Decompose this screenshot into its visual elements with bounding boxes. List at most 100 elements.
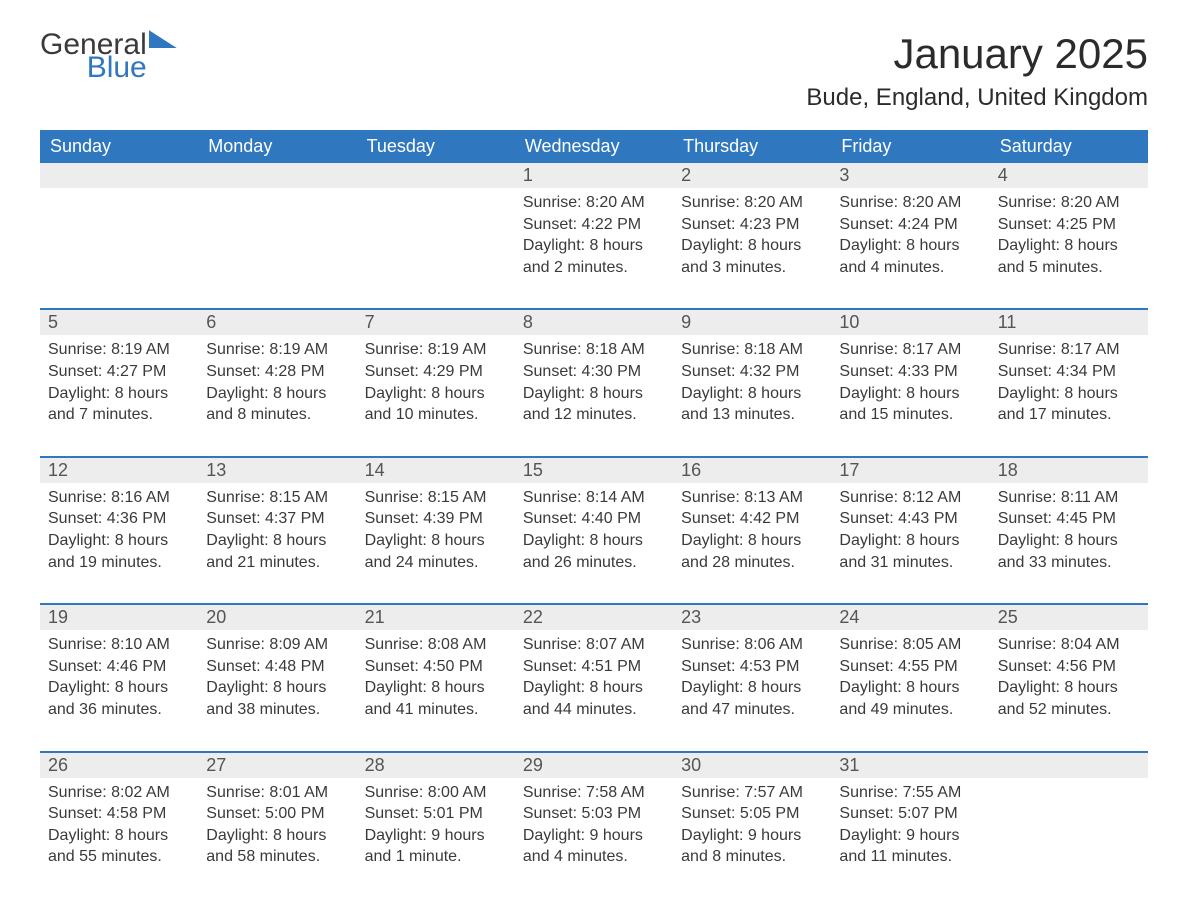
title-block: January 2025 Bude, England, United Kingd… (806, 30, 1148, 112)
day-number (990, 753, 1148, 778)
sunrise-text: Sunrise: 8:20 AM (998, 192, 1140, 214)
daylight-text: Daylight: 8 hours and 44 minutes. (523, 677, 665, 720)
day-number: 22 (515, 605, 673, 630)
header: General Blue January 2025 Bude, England,… (40, 30, 1148, 112)
day-cell: Sunrise: 8:11 AMSunset: 4:45 PMDaylight:… (990, 483, 1148, 581)
sunrise-text: Sunrise: 8:02 AM (48, 782, 190, 804)
weekday-header-row: Sunday Monday Tuesday Wednesday Thursday… (40, 130, 1148, 163)
daylight-text: Daylight: 8 hours and 7 minutes. (48, 383, 190, 426)
sunset-text: Sunset: 4:40 PM (523, 508, 665, 530)
sunrise-text: Sunrise: 8:13 AM (681, 487, 823, 509)
day-cell: Sunrise: 8:04 AMSunset: 4:56 PMDaylight:… (990, 630, 1148, 728)
daylight-text: Daylight: 8 hours and 12 minutes. (523, 383, 665, 426)
sunset-text: Sunset: 5:00 PM (206, 803, 348, 825)
calendar-week: 19202122232425Sunrise: 8:10 AMSunset: 4:… (40, 603, 1148, 728)
daylight-text: Daylight: 8 hours and 2 minutes. (523, 235, 665, 278)
sunrise-text: Sunrise: 8:10 AM (48, 634, 190, 656)
sunset-text: Sunset: 4:39 PM (365, 508, 507, 530)
sunrise-text: Sunrise: 8:00 AM (365, 782, 507, 804)
daylight-text: Daylight: 8 hours and 5 minutes. (998, 235, 1140, 278)
day-number: 17 (831, 458, 989, 483)
day-number: 25 (990, 605, 1148, 630)
location-subtitle: Bude, England, United Kingdom (806, 84, 1148, 112)
day-number: 8 (515, 310, 673, 335)
day-cell: Sunrise: 7:57 AMSunset: 5:05 PMDaylight:… (673, 778, 831, 876)
day-cell: Sunrise: 8:15 AMSunset: 4:37 PMDaylight:… (198, 483, 356, 581)
day-number: 26 (40, 753, 198, 778)
sunrise-text: Sunrise: 7:58 AM (523, 782, 665, 804)
day-number: 1 (515, 163, 673, 188)
day-number-row: 19202122232425 (40, 605, 1148, 630)
day-cell (357, 188, 515, 286)
sunset-text: Sunset: 4:34 PM (998, 361, 1140, 383)
daylight-text: Daylight: 8 hours and 3 minutes. (681, 235, 823, 278)
day-number: 15 (515, 458, 673, 483)
day-cell (40, 188, 198, 286)
day-number-row: 567891011 (40, 310, 1148, 335)
day-number: 31 (831, 753, 989, 778)
day-number: 30 (673, 753, 831, 778)
sunset-text: Sunset: 4:32 PM (681, 361, 823, 383)
sunset-text: Sunset: 4:36 PM (48, 508, 190, 530)
day-cell: Sunrise: 7:58 AMSunset: 5:03 PMDaylight:… (515, 778, 673, 876)
sunrise-text: Sunrise: 8:01 AM (206, 782, 348, 804)
weeks-container: 1234Sunrise: 8:20 AMSunset: 4:22 PMDayli… (40, 163, 1148, 876)
day-cell: Sunrise: 8:20 AMSunset: 4:24 PMDaylight:… (831, 188, 989, 286)
sunset-text: Sunset: 4:33 PM (839, 361, 981, 383)
day-number: 6 (198, 310, 356, 335)
day-cell: Sunrise: 8:16 AMSunset: 4:36 PMDaylight:… (40, 483, 198, 581)
daylight-text: Daylight: 8 hours and 55 minutes. (48, 825, 190, 868)
day-cell: Sunrise: 8:19 AMSunset: 4:28 PMDaylight:… (198, 335, 356, 433)
day-cell: Sunrise: 8:17 AMSunset: 4:33 PMDaylight:… (831, 335, 989, 433)
sunset-text: Sunset: 4:53 PM (681, 656, 823, 678)
daylight-text: Daylight: 9 hours and 11 minutes. (839, 825, 981, 868)
day-number: 9 (673, 310, 831, 335)
daylight-text: Daylight: 8 hours and 21 minutes. (206, 530, 348, 573)
sunset-text: Sunset: 4:42 PM (681, 508, 823, 530)
day-number: 13 (198, 458, 356, 483)
sunset-text: Sunset: 4:30 PM (523, 361, 665, 383)
sunrise-text: Sunrise: 8:09 AM (206, 634, 348, 656)
day-cell (198, 188, 356, 286)
day-cell: Sunrise: 8:14 AMSunset: 4:40 PMDaylight:… (515, 483, 673, 581)
day-number: 28 (357, 753, 515, 778)
day-cell: Sunrise: 8:15 AMSunset: 4:39 PMDaylight:… (357, 483, 515, 581)
day-number-row: 1234 (40, 163, 1148, 188)
weekday-header: Tuesday (357, 130, 515, 163)
day-cell: Sunrise: 8:08 AMSunset: 4:50 PMDaylight:… (357, 630, 515, 728)
day-number: 14 (357, 458, 515, 483)
day-number: 12 (40, 458, 198, 483)
day-cell: Sunrise: 8:19 AMSunset: 4:27 PMDaylight:… (40, 335, 198, 433)
sunrise-text: Sunrise: 8:15 AM (365, 487, 507, 509)
sunset-text: Sunset: 4:43 PM (839, 508, 981, 530)
sunset-text: Sunset: 4:46 PM (48, 656, 190, 678)
sunrise-text: Sunrise: 8:19 AM (48, 339, 190, 361)
weekday-header: Friday (831, 130, 989, 163)
brand-flag-icon (149, 30, 177, 48)
daylight-text: Daylight: 8 hours and 36 minutes. (48, 677, 190, 720)
daylight-text: Daylight: 8 hours and 8 minutes. (206, 383, 348, 426)
day-cell: Sunrise: 7:55 AMSunset: 5:07 PMDaylight:… (831, 778, 989, 876)
day-number-row: 12131415161718 (40, 458, 1148, 483)
daylight-text: Daylight: 8 hours and 24 minutes. (365, 530, 507, 573)
sunrise-text: Sunrise: 8:18 AM (681, 339, 823, 361)
day-number (357, 163, 515, 188)
day-cell: Sunrise: 8:18 AMSunset: 4:30 PMDaylight:… (515, 335, 673, 433)
calendar: Sunday Monday Tuesday Wednesday Thursday… (40, 130, 1148, 876)
sunset-text: Sunset: 4:45 PM (998, 508, 1140, 530)
sunrise-text: Sunrise: 8:16 AM (48, 487, 190, 509)
day-cell: Sunrise: 8:12 AMSunset: 4:43 PMDaylight:… (831, 483, 989, 581)
day-cell: Sunrise: 8:07 AMSunset: 4:51 PMDaylight:… (515, 630, 673, 728)
day-number: 27 (198, 753, 356, 778)
sunset-text: Sunset: 5:05 PM (681, 803, 823, 825)
sunrise-text: Sunrise: 8:20 AM (681, 192, 823, 214)
day-number (40, 163, 198, 188)
day-number: 20 (198, 605, 356, 630)
sunset-text: Sunset: 4:25 PM (998, 214, 1140, 236)
sunrise-text: Sunrise: 8:19 AM (206, 339, 348, 361)
calendar-week: 12131415161718Sunrise: 8:16 AMSunset: 4:… (40, 456, 1148, 581)
page-title: January 2025 (806, 30, 1148, 78)
day-number: 24 (831, 605, 989, 630)
sunset-text: Sunset: 5:03 PM (523, 803, 665, 825)
day-number: 5 (40, 310, 198, 335)
